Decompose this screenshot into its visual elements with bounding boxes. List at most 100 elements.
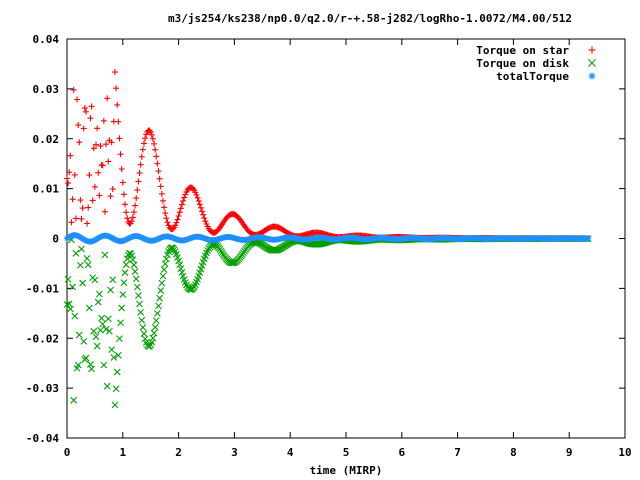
data-point [139,323,147,331]
data-point [138,316,146,324]
data-point [229,259,237,267]
data-point [135,292,142,299]
data-point [183,281,190,289]
data-point [178,269,186,276]
data-point [88,365,95,373]
data-point [128,252,136,260]
data-point [588,59,596,67]
data-point [152,317,160,324]
data-point [93,342,101,350]
data-point [112,385,120,393]
data-point [131,268,139,275]
data-point [100,361,108,369]
data-point [154,310,161,317]
data-point [136,300,143,308]
data-point [117,319,124,327]
data-point [127,250,135,257]
data-point [174,254,181,261]
data-point [171,248,179,256]
x-tick-label: 9 [566,446,573,459]
data-point [158,279,166,287]
data-point [85,304,93,312]
x-axis-label: time (MIRP) [310,464,383,477]
x-tick-label: 5 [343,446,350,459]
y-tick-label: -0.04 [26,432,59,445]
data-point [132,275,140,283]
y-tick-label: -0.01 [26,282,59,295]
data-point [79,279,87,287]
data-point [123,255,131,263]
data-point [95,290,103,298]
data-point [77,261,84,269]
series-torque-on-star [64,69,592,242]
x-tick-label: 1 [119,446,126,459]
data-point [82,354,90,362]
data-point [83,254,91,262]
data-point [108,346,116,354]
data-point [190,283,198,291]
x-tick-label: 8 [510,446,517,459]
axis-ticks: 0 1 2 3 4 5 6 7 8 9 10 -0.04 -0.03 -0.02 -0.01 0 0.01 0.0… [26,33,632,459]
legend-label-total-torque: totalTorque [496,70,569,83]
data-point [175,257,182,265]
data-point [101,251,109,259]
data-point [179,272,187,280]
data-point [118,304,126,312]
data-point [149,334,157,342]
data-point [92,333,100,341]
y-tick-label: -0.02 [26,332,59,345]
data-point [129,256,137,264]
data-point [151,323,159,331]
data-point [116,335,123,343]
data-point [122,261,130,269]
data-point [176,261,184,269]
x-tick-label: 2 [175,446,182,459]
data-point [107,286,114,294]
data-point [133,283,141,291]
data-point [103,382,111,390]
data-point [110,354,118,361]
data-point [99,320,107,328]
data-point [137,308,145,316]
data-point [97,326,104,334]
x-tick-label: 4 [287,446,294,459]
data-point [120,279,128,287]
data-point [70,396,78,404]
data-point [63,301,71,308]
legend-label-torque-on-disk: Torque on disk [476,57,569,70]
data-point [91,276,99,284]
data-point [142,339,150,347]
data-point [98,314,105,322]
data-point [180,276,188,283]
data-point [159,272,167,280]
y-tick-label: 0 [52,233,59,246]
chart-title: m3/js254/ks238/np0.0/q2.0/r-+.58-j282/lo… [168,12,572,25]
data-point [80,337,88,345]
data-point [74,361,82,369]
data-point [177,265,185,272]
data-point [585,236,591,242]
data-point [589,73,595,79]
data-point [140,330,148,337]
data-point [72,249,80,257]
x-tick-label: 0 [64,446,71,459]
data-point [172,250,180,258]
legend: Torque on star Torque on disk totalTorqu… [476,44,596,83]
data-point [113,368,121,376]
data-point [94,298,102,306]
data-point [141,335,149,343]
data-point [64,275,72,283]
data-point [114,351,122,359]
data-point [121,269,129,277]
x-tick-label: 7 [454,446,461,459]
data-point [150,329,158,337]
legend-label-torque-on-star: Torque on star [476,44,569,57]
data-point [78,245,85,253]
x-tick-label: 10 [618,446,631,459]
data-point [148,338,156,346]
data-point [90,327,98,335]
data-point [75,331,83,339]
data-point [155,302,162,310]
data-point [102,325,110,333]
